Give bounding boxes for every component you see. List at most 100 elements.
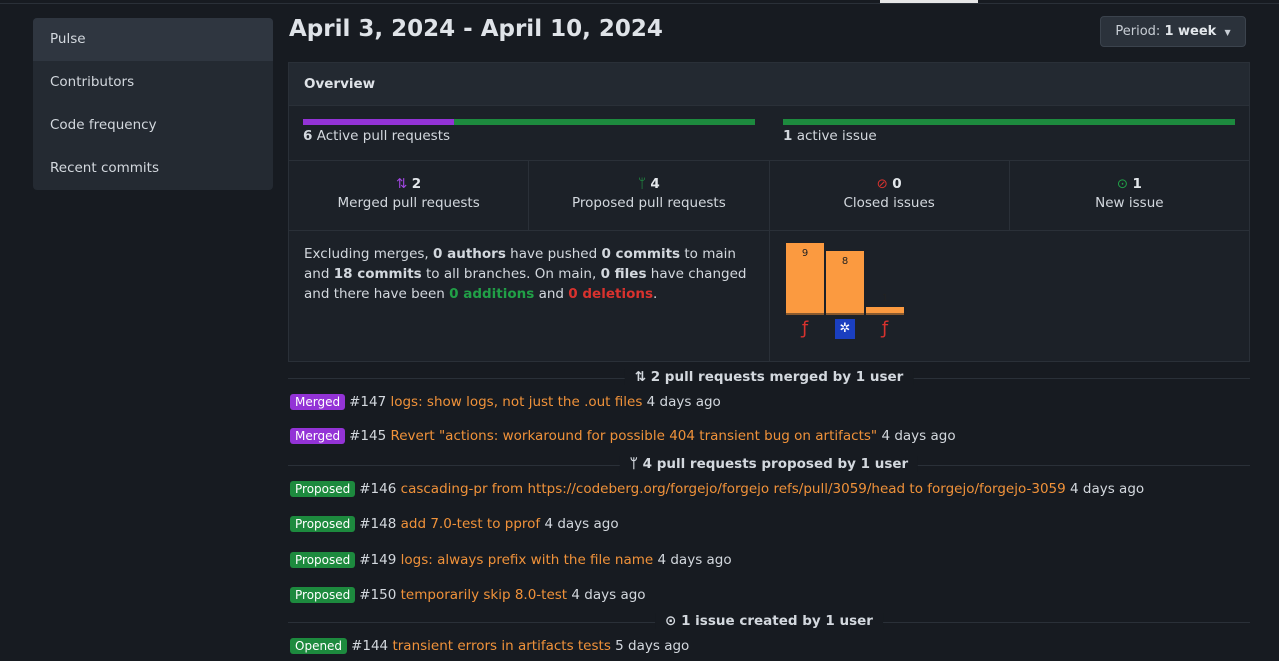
s-commits-all: 18 commits [333, 266, 422, 282]
page-title: April 3, 2024 - April 10, 2024 [289, 16, 663, 42]
status-badge: Merged [290, 394, 346, 410]
item-title-link[interactable]: temporarily skip 8.0-test [400, 587, 568, 603]
issue-opened-icon: ⊙ [665, 613, 677, 629]
section-title: 2 pull requests merged by 1 user [650, 369, 904, 385]
chart-bar [826, 251, 864, 315]
forgejo-avatar[interactable]: ƒ [801, 318, 809, 339]
list-item: Proposed #148 add 7.0-test to pprof 4 day… [290, 516, 619, 532]
s-commits-main: 0 commits [601, 246, 681, 262]
stat-label: Closed issues [843, 195, 935, 211]
active-issues-link[interactable]: 1 active issue [783, 128, 877, 144]
issue-label: active issue [796, 128, 877, 144]
sidebar: Pulse Contributors Code frequency Recent… [33, 18, 273, 190]
stat-value: 2 [411, 176, 422, 192]
item-time: 5 days ago [615, 638, 690, 654]
sidebar-item-recent-commits[interactable]: Recent commits [50, 160, 160, 176]
pr-progress-bar [303, 119, 755, 125]
list-item: Proposed #150 temporarily skip 8.0-test 4… [290, 587, 646, 603]
item-time: 4 days ago [1070, 481, 1145, 497]
forgejo-avatar[interactable]: ƒ [881, 318, 889, 339]
bar-label: 1 [881, 293, 889, 304]
item-title-link[interactable]: transient errors in artifacts tests [392, 638, 611, 654]
section-title: 1 issue created by 1 user [681, 613, 873, 629]
git-branch-icon: ᛘ [629, 456, 638, 472]
item-number: #150 [359, 587, 397, 603]
sidebar-item-pulse[interactable]: Pulse [33, 18, 273, 61]
section-header: ⇅ 2 pull requests merged by 1 user [624, 369, 914, 385]
item-title-link[interactable]: cascading-pr from https://codeberg.org/f… [400, 481, 1066, 497]
status-badge: Opened [290, 638, 348, 654]
caret-down-icon: ▼ [1224, 28, 1231, 37]
issue-opened-icon: ⊙ [1116, 176, 1129, 192]
item-title-link[interactable]: logs: always prefix with the file name [400, 552, 654, 568]
s-text: have pushed [505, 246, 602, 262]
git-branch-icon: ᛘ [637, 176, 647, 192]
status-badge: Proposed [290, 481, 356, 497]
stat-proposed-pull-requests[interactable]: ᛘ 4 Proposed pull requests [529, 161, 770, 230]
status-badge: Merged [290, 428, 346, 444]
stat-merged-pull-requests[interactable]: ⇅ 2 Merged pull requests [289, 161, 530, 230]
item-time: 4 days ago [657, 552, 732, 568]
commits-chart: 9 ƒ 8 ✲ 1 ƒ [770, 231, 1249, 361]
s-authors: 0 authors [433, 246, 506, 262]
s-deletions: 0 deletions [568, 286, 653, 302]
s-text: to main and [304, 246, 736, 282]
user-avatar[interactable]: ✲ [835, 319, 855, 339]
status-badge: Proposed [290, 587, 356, 603]
pr-label: Active pull requests [316, 128, 451, 144]
pr-count: 6 [303, 128, 313, 144]
item-time: 4 days ago [544, 516, 619, 532]
s-text: to all branches. On main, [421, 266, 601, 282]
period-prefix: Period: [1115, 24, 1161, 39]
overview-title: Overview [289, 63, 1249, 106]
stat-new-issue[interactable]: ⊙ 1 New issue [1010, 161, 1249, 230]
s-text: have changed and there have been [304, 266, 747, 302]
issue-count: 1 [783, 128, 793, 144]
sidebar-item-code-frequency[interactable]: Code frequency [50, 117, 157, 133]
stat-label: New issue [1095, 195, 1164, 211]
item-number: #147 [349, 394, 387, 410]
item-number: #146 [359, 481, 397, 497]
top-border [0, 3, 1279, 4]
item-number: #148 [359, 516, 397, 532]
item-title-link[interactable]: logs: show logs, not just the .out files [390, 394, 643, 410]
sidebar-item-contributors[interactable]: Contributors [50, 74, 135, 90]
s-text: Excluding merges, [304, 246, 434, 262]
stat-value: 0 [892, 176, 902, 192]
bar-label: 8 [841, 256, 849, 267]
commit-summary: Excluding merges, 0 authors have pushed … [289, 231, 770, 361]
git-merge-icon: ⇅ [396, 176, 408, 192]
chart-bar [786, 243, 824, 315]
status-badge: Proposed [290, 552, 356, 568]
stat-label: Proposed pull requests [572, 195, 726, 211]
s-text: and [534, 286, 569, 302]
stat-label: Merged pull requests [337, 195, 480, 211]
active-prs-link[interactable]: 6 Active pull requests [303, 128, 450, 144]
item-number: #145 [349, 428, 387, 444]
status-badge: Proposed [290, 516, 356, 532]
period-dropdown[interactable]: Period: 1 week ▼ [1100, 16, 1246, 47]
item-number: #144 [351, 638, 389, 654]
list-item: Proposed #149 logs: always prefix with th… [290, 552, 732, 568]
overview-panel: Overview 6 Active pull requests 1 active… [288, 62, 1250, 362]
section-title: 4 pull requests proposed by 1 user [642, 456, 909, 472]
item-title-link[interactable]: Revert "actions: workaround for possible… [390, 428, 878, 444]
item-time: 4 days ago [646, 394, 721, 410]
list-item: Merged #147 logs: show logs, not just the… [290, 394, 721, 410]
item-number: #149 [359, 552, 397, 568]
period-value: 1 week [1164, 24, 1217, 39]
s-additions: 0 additions [449, 286, 535, 302]
stat-value: 1 [1132, 176, 1142, 192]
s-text: . [653, 286, 658, 302]
bar-label: 9 [801, 248, 809, 259]
list-item: Merged #145 Revert "actions: workaround f… [290, 428, 956, 444]
issue-closed-icon: ⊘ [876, 176, 888, 192]
item-title-link[interactable]: add 7.0-test to pprof [400, 516, 541, 532]
issue-progress-bar [783, 119, 1235, 125]
section-header: ᛘ 4 pull requests proposed by 1 user [619, 456, 919, 472]
chart-bar [866, 307, 904, 315]
git-merge-icon: ⇅ [634, 369, 647, 385]
stat-closed-issues[interactable]: ⊘ 0 Closed issues [770, 161, 1010, 230]
section-header: ⊙ 1 issue created by 1 user [655, 613, 883, 629]
list-item: Proposed #146 cascading-pr from https://c… [290, 481, 1144, 497]
